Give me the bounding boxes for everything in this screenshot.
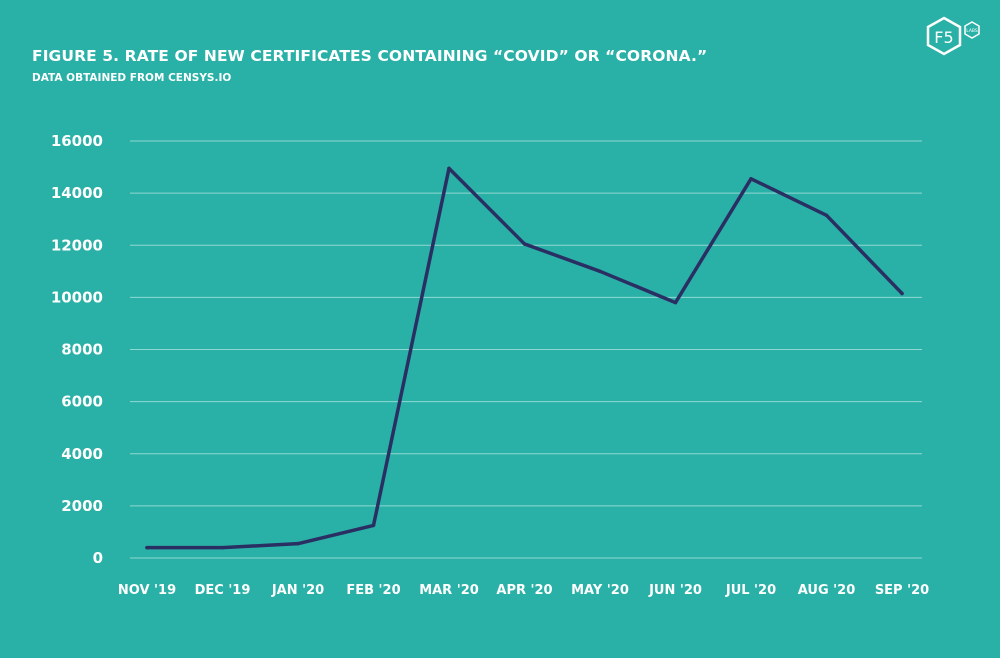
data-point: [673, 300, 678, 305]
y-tick-label: 4000: [61, 445, 103, 463]
data-point: [522, 242, 527, 246]
x-tick-label: JUL '20: [725, 583, 776, 598]
data-point: [296, 541, 300, 546]
x-tick-label: DEC '19: [195, 583, 251, 598]
y-tick-label: 8000: [61, 341, 103, 359]
data-point: [447, 166, 451, 171]
y-tick-label: 12000: [51, 236, 103, 254]
data-point: [220, 545, 225, 550]
x-tick-label: NOV '19: [118, 583, 176, 598]
f5-labs-logo: F5 LABS: [926, 16, 980, 56]
y-axis-ticks: 0 2000 4000 6000 8000 10000 12000 14000 16000: [51, 132, 103, 567]
chart-title: FIGURE 5. RATE OF NEW CERTIFICATES CONTA…: [32, 47, 708, 65]
y-tick-label: 2000: [61, 497, 103, 515]
x-tick-label: AUG '20: [798, 583, 855, 598]
x-tick-label: MAR '20: [419, 583, 479, 598]
y-tick-label: 14000: [51, 184, 103, 202]
y-tick-label: 16000: [51, 132, 103, 150]
series-layer: [145, 166, 904, 550]
data-point: [900, 291, 904, 296]
data-point: [749, 177, 753, 181]
logo-subtext: LABS: [966, 28, 978, 34]
x-tick-label: JUN '20: [648, 583, 702, 598]
x-tick-label: FEB '20: [346, 583, 400, 598]
x-tick-label: SEP '20: [875, 583, 929, 598]
logo-text: F5: [934, 28, 953, 47]
f5-labs-hexagon-icon: [926, 16, 962, 56]
x-tick-label: MAY '20: [571, 583, 629, 598]
y-tick-label: 0: [93, 549, 103, 567]
y-tick-label: 6000: [61, 393, 103, 411]
data-point: [824, 213, 829, 218]
x-tick-label: APR '20: [496, 583, 552, 598]
series-line: [145, 166, 904, 550]
x-tick-label: JAN '20: [271, 583, 324, 598]
chart-subtitle: DATA OBTAINED FROM CENSYS.IO: [32, 72, 232, 84]
x-axis-ticks: NOV '19 DEC '19 JAN '20 FEB '20 MAR '20 APR '…: [118, 583, 929, 598]
data-point: [371, 523, 376, 528]
y-tick-label: 10000: [51, 288, 103, 306]
labs-hexagon-icon: [964, 21, 980, 39]
data-point: [598, 269, 602, 274]
data-point: [145, 545, 149, 550]
